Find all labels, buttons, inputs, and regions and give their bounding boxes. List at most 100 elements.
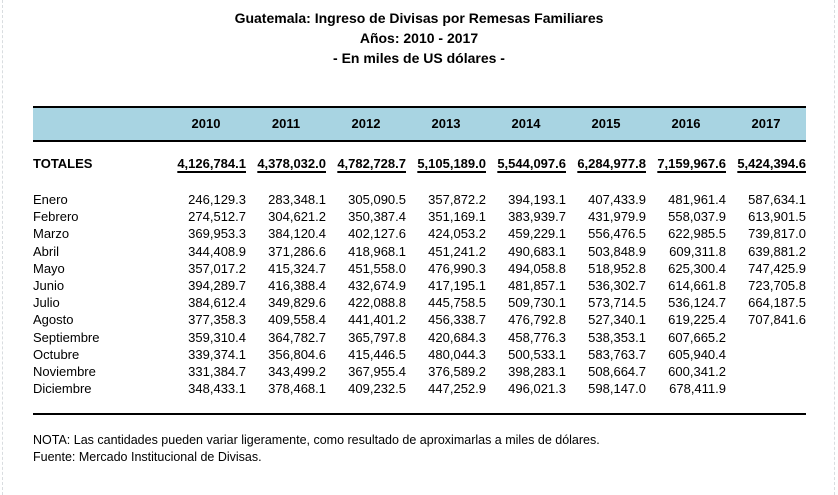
cell-2010: 344,408.9 <box>188 243 246 259</box>
cell-2014: 494,058.8 <box>508 260 566 276</box>
total-2012: 4,782,728.7 <box>337 156 406 171</box>
total-2013: 5,105,189.0 <box>417 156 486 171</box>
cell-2017: 587,634.1 <box>748 192 806 207</box>
cell-2014: 490,683.1 <box>508 243 566 259</box>
cell-2010: 359,310.4 <box>188 329 246 345</box>
month-label: Noviembre <box>33 363 96 379</box>
cell-2011: 415,324.7 <box>268 260 326 276</box>
cell-2015: 527,340.1 <box>588 312 646 328</box>
month-label: Marzo <box>33 226 70 242</box>
cell-2011: 371,286.6 <box>268 243 326 259</box>
cell-2017: 739,817.0 <box>748 226 806 242</box>
cell-2016: 609,311.8 <box>669 243 726 259</box>
month-label: Septiembre <box>33 329 100 345</box>
month-label: Enero <box>33 192 68 207</box>
table-row: Septiembre 359,310.4 364,782.7 365,797.8… <box>33 329 806 346</box>
cell-2012: 350,387.4 <box>348 209 406 225</box>
header-spacer <box>33 108 166 140</box>
cell-2017 <box>726 346 806 363</box>
cell-2015: 538,353.1 <box>588 329 646 345</box>
year-header-2017: 2017 <box>751 116 781 131</box>
year-header-2016: 2016 <box>671 116 701 131</box>
cell-2013: 480,044.3 <box>428 346 486 362</box>
cell-2012: 409,232.5 <box>348 381 406 397</box>
cell-2016: 481,961.4 <box>668 192 726 207</box>
cell-2016: 605,940.4 <box>668 346 726 362</box>
cell-2014: 476,792.8 <box>508 312 566 328</box>
report-title-block: Guatemala: Ingreso de Divisas por Remesa… <box>0 8 838 68</box>
table-row: Julio 384,612.4 349,829.6 422,088.8 445,… <box>33 294 806 311</box>
cell-2013: 417,195.1 <box>428 277 486 293</box>
cell-2016: 625,300.4 <box>668 260 726 276</box>
table-bottom-rule <box>33 413 806 416</box>
cell-2012: 415,446.5 <box>348 346 406 362</box>
cell-2014: 458,776.3 <box>508 329 566 345</box>
cell-2017: 723,705.8 <box>748 277 806 293</box>
cell-2014: 459,229.1 <box>508 226 566 242</box>
total-2014: 5,544,097.6 <box>497 156 566 171</box>
cell-2015: 598,147.0 <box>588 381 646 397</box>
cell-2015: 508,664.7 <box>588 363 646 379</box>
cell-2013: 456,338.7 <box>428 312 486 328</box>
month-label: Mayo <box>33 260 65 276</box>
cell-2015: 407,433.9 <box>588 192 646 207</box>
cell-2010: 377,358.3 <box>188 312 246 328</box>
footnotes: NOTA: Las cantidades pueden variar liger… <box>33 432 600 465</box>
cell-2016: 619,225.4 <box>668 312 726 328</box>
cell-2012: 432,674.9 <box>348 277 406 293</box>
cell-2016: 558,037.9 <box>668 209 726 225</box>
table-row: Diciembre 348,433.1 378,468.1 409,232.5 … <box>33 380 806 397</box>
cell-2016: 678,411.9 <box>669 381 726 397</box>
table-row: Enero 246,129.3 283,348.1 305,090.5 357,… <box>33 191 806 208</box>
source-text: Fuente: Mercado Institucional de Divisas… <box>33 449 262 464</box>
cell-2011: 378,468.1 <box>268 381 326 397</box>
total-2010: 4,126,784.1 <box>177 156 246 171</box>
cell-2016: 622,985.5 <box>668 226 726 242</box>
cell-2011: 409,558.4 <box>268 312 326 328</box>
page-edge-right <box>834 0 835 495</box>
cell-2014: 394,193.1 <box>508 192 566 207</box>
cell-2011: 364,782.7 <box>268 329 326 345</box>
cell-2017: 613,901.5 <box>748 209 806 225</box>
table-row: Junio 394,289.7 416,388.4 432,674.9 417,… <box>33 277 806 294</box>
cell-2016: 607,665.2 <box>668 329 726 345</box>
cell-2012: 418,968.1 <box>348 243 406 259</box>
table-row: Marzo 369,953.3 384,120.4 402,127.6 424,… <box>33 225 806 242</box>
cell-2015: 573,714.5 <box>588 295 646 311</box>
note-text: NOTA: Las cantidades pueden variar liger… <box>33 433 600 447</box>
cell-2011: 349,829.6 <box>268 295 326 311</box>
month-label: Octubre <box>33 346 80 362</box>
total-2016: 7,159,967.6 <box>657 156 726 171</box>
month-label: Agosto <box>33 312 74 328</box>
monthly-rows: Enero 246,129.3 283,348.1 305,090.5 357,… <box>33 191 806 397</box>
cell-2017 <box>726 363 806 380</box>
cell-2013: 445,758.5 <box>428 295 486 311</box>
table-header-row: 2010 2011 2012 2013 2014 2015 2016 2017 <box>33 106 806 142</box>
cell-2010: 384,612.4 <box>188 295 246 311</box>
cell-2017: 707,841.6 <box>748 312 806 328</box>
year-header-2013: 2013 <box>431 116 461 131</box>
cell-2015: 503,848.9 <box>588 243 646 259</box>
month-label: Junio <box>33 277 65 293</box>
year-header-2015: 2015 <box>591 116 621 131</box>
year-header-2012: 2012 <box>351 116 381 131</box>
table-row: Mayo 357,017.2 415,324.7 451,558.0 476,9… <box>33 260 806 277</box>
table-row: Agosto 377,358.3 409,558.4 441,401.2 456… <box>33 311 806 328</box>
cell-2010: 348,433.1 <box>188 381 246 397</box>
cell-2017 <box>726 380 806 397</box>
cell-2013: 424,053.2 <box>428 226 486 242</box>
cell-2011: 416,388.4 <box>268 277 326 293</box>
cell-2012: 451,558.0 <box>348 260 406 276</box>
cell-2012: 305,090.5 <box>348 192 406 207</box>
year-header-2011: 2011 <box>271 116 301 131</box>
cell-2010: 274,512.7 <box>188 209 246 225</box>
cell-2010: 357,017.2 <box>188 260 246 276</box>
cell-2013: 451,241.2 <box>428 243 486 259</box>
month-label: Diciembre <box>33 381 92 397</box>
cell-2015: 536,302.7 <box>588 277 646 293</box>
cell-2017: 639,881.2 <box>748 243 806 259</box>
total-2011: 4,378,032.0 <box>257 156 326 171</box>
cell-2010: 331,384.7 <box>188 363 246 379</box>
cell-2015: 556,476.5 <box>588 226 646 242</box>
